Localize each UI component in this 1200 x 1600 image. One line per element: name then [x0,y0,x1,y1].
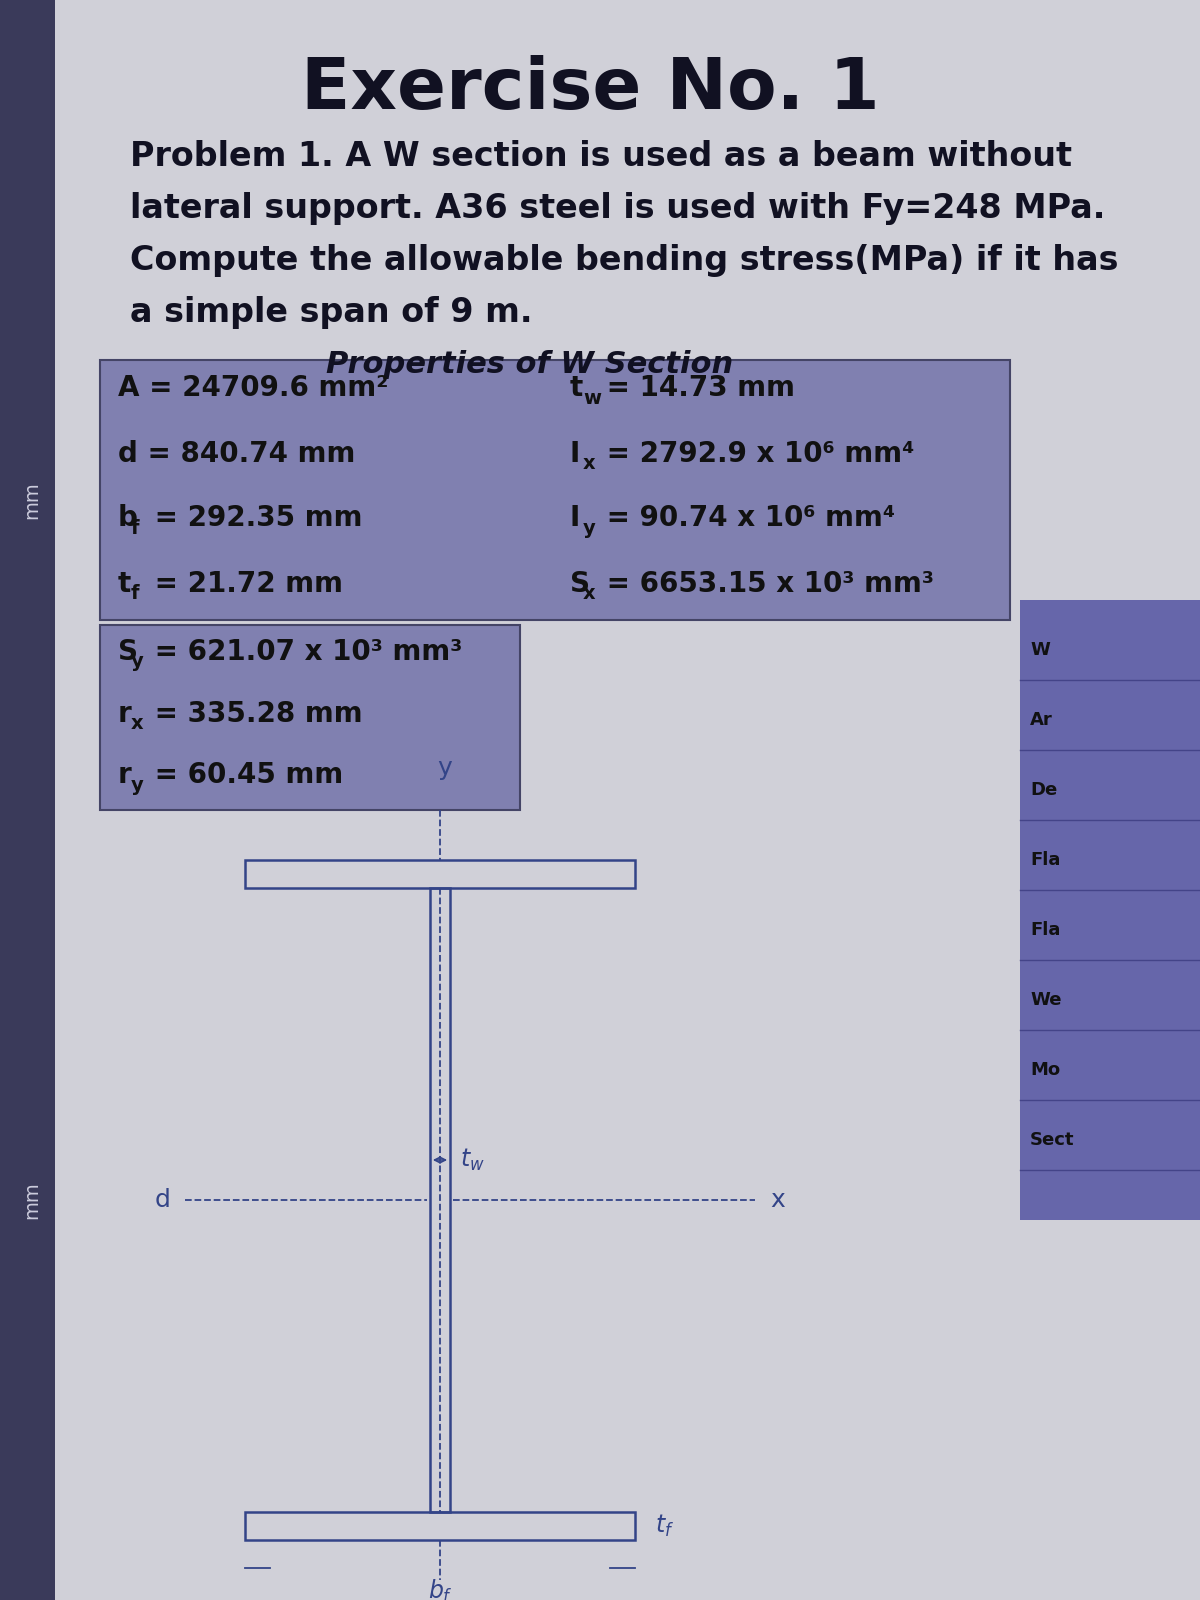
Text: = 60.45 mm: = 60.45 mm [145,762,343,789]
Text: Problem 1. A W section is used as a beam without: Problem 1. A W section is used as a beam… [130,141,1072,173]
Text: $b_f$: $b_f$ [427,1578,452,1600]
Text: y: y [583,518,595,538]
Text: a simple span of 9 m.: a simple span of 9 m. [130,296,533,330]
Text: y: y [131,653,144,672]
Text: f: f [131,518,139,538]
Text: d: d [154,1187,170,1213]
Text: x: x [131,714,144,733]
Text: w: w [583,389,601,408]
Text: Fla: Fla [1030,851,1061,869]
Text: = 6653.15 x 10³ mm³: = 6653.15 x 10³ mm³ [598,570,934,597]
Text: S: S [570,570,590,597]
Bar [245,1512,635,1539]
Text: b: b [118,504,138,533]
Text: y: y [438,757,452,781]
Text: = 2792.9 x 10⁶ mm⁴: = 2792.9 x 10⁶ mm⁴ [598,440,914,467]
Text: We: We [1030,990,1062,1010]
Text: De: De [1030,781,1057,798]
Text: $t_f$: $t_f$ [655,1514,674,1539]
Text: $t_w$: $t_w$ [460,1147,485,1173]
Text: mm: mm [22,482,41,518]
Bar [100,360,1010,619]
Text: Properties of W Section: Properties of W Section [326,350,733,379]
Bar [1020,600,1200,1219]
Text: A = 24709.6 mm²: A = 24709.6 mm² [118,374,389,403]
Text: = 14.73 mm: = 14.73 mm [598,374,796,403]
Text: r: r [118,762,132,789]
Text: I: I [570,504,581,533]
Text: Fla: Fla [1030,922,1061,939]
Bar [245,861,635,888]
Text: = 21.72 mm: = 21.72 mm [145,570,343,597]
Text: = 335.28 mm: = 335.28 mm [145,699,362,728]
Text: = 621.07 x 10³ mm³: = 621.07 x 10³ mm³ [145,638,462,666]
Text: r: r [118,699,132,728]
Text: Sect: Sect [1030,1131,1074,1149]
Bar [0,0,55,1600]
Text: W: W [1030,642,1050,659]
Text: t: t [570,374,583,403]
Text: t: t [118,570,131,597]
Text: S: S [118,638,138,666]
Bar [100,626,520,810]
Text: x: x [770,1187,785,1213]
Text: = 292.35 mm: = 292.35 mm [145,504,362,533]
Text: mm: mm [22,1181,41,1219]
Text: y: y [131,776,144,795]
Text: Exercise No. 1: Exercise No. 1 [301,54,880,125]
Text: lateral support. A36 steel is used with Fy=248 MPa.: lateral support. A36 steel is used with … [130,192,1105,226]
Text: x: x [583,584,595,603]
Text: I: I [570,440,581,467]
Bar [430,888,450,1512]
Text: Ar: Ar [1030,710,1052,730]
Text: = 90.74 x 10⁶ mm⁴: = 90.74 x 10⁶ mm⁴ [598,504,895,533]
Text: Compute the allowable bending stress(MPa) if it has: Compute the allowable bending stress(MPa… [130,243,1118,277]
Text: x: x [583,454,595,474]
Text: Mo: Mo [1030,1061,1060,1078]
Text: f: f [131,584,139,603]
Text: d = 840.74 mm: d = 840.74 mm [118,440,355,467]
